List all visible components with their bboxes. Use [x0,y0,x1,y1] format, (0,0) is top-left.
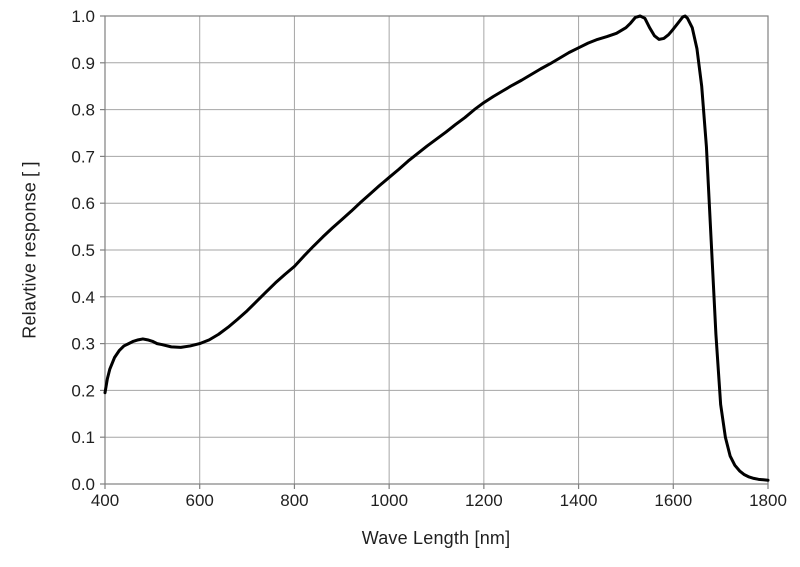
y-tick-label: 0.7 [71,147,95,166]
x-tick-label: 800 [280,491,308,510]
y-tick-label: 0.0 [71,475,95,494]
y-tick-label: 0.6 [71,194,95,213]
y-tick-label: 0.9 [71,54,95,73]
y-tick-label: 0.3 [71,335,95,354]
x-tick-label: 1200 [465,491,503,510]
x-tick-label: 400 [91,491,119,510]
response-curve [103,14,770,482]
x-tick-label: 1600 [654,491,692,510]
y-tick-label: 1.0 [71,7,95,26]
x-tick-label: 1400 [560,491,598,510]
x-tick-label: 600 [186,491,214,510]
y-tick-label: 0.5 [71,241,95,260]
y-tick-label: 0.2 [71,381,95,400]
y-tick-label: 0.1 [71,428,95,447]
y-axis-title: Relavtive response [ ] [19,161,40,339]
y-tick-label: 0.4 [71,288,95,307]
x-tick-label: 1000 [370,491,408,510]
x-tick-label: 1800 [749,491,787,510]
y-tick-label: 0.8 [71,101,95,120]
x-axis-title: Wave Length [nm] [361,528,511,548]
